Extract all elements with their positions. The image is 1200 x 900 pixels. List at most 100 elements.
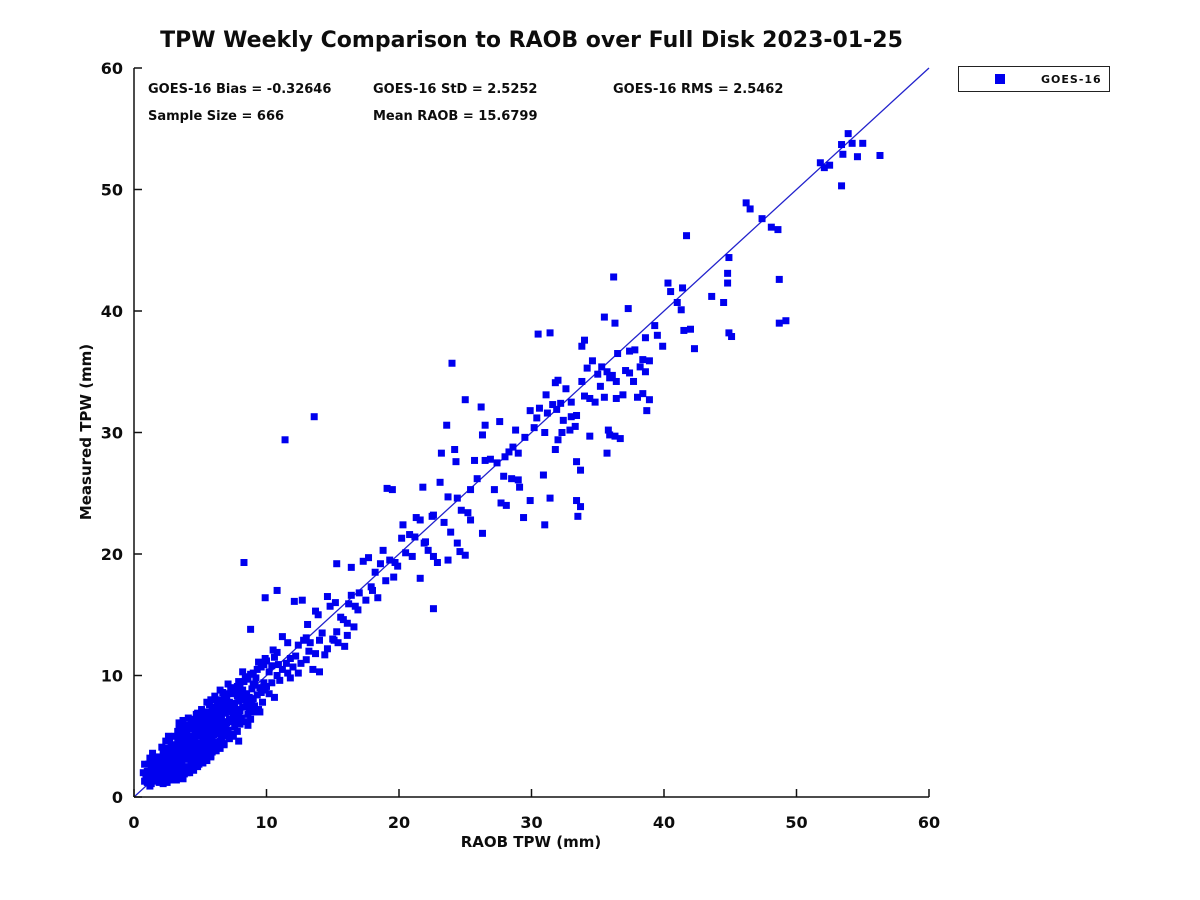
data-point bbox=[624, 305, 632, 313]
data-point bbox=[273, 672, 281, 679]
data-point bbox=[225, 735, 233, 743]
data-point bbox=[256, 708, 264, 716]
data-point bbox=[236, 681, 244, 689]
data-point bbox=[578, 377, 586, 385]
x-tick-label: 10 bbox=[255, 813, 277, 832]
data-point bbox=[535, 404, 543, 412]
data-point bbox=[636, 363, 644, 371]
data-point bbox=[198, 729, 206, 737]
data-point bbox=[252, 674, 260, 682]
data-point bbox=[182, 726, 190, 734]
data-point bbox=[223, 719, 231, 727]
data-point bbox=[171, 770, 179, 778]
data-point bbox=[345, 600, 353, 608]
data-point bbox=[240, 718, 248, 726]
data-point bbox=[172, 758, 180, 766]
data-point bbox=[526, 407, 534, 415]
data-point bbox=[546, 494, 554, 502]
data-point bbox=[265, 668, 273, 676]
data-point bbox=[853, 153, 861, 161]
data-point bbox=[210, 731, 217, 739]
data-point bbox=[514, 449, 522, 457]
data-point bbox=[273, 648, 281, 656]
data-point bbox=[211, 720, 219, 728]
data-point bbox=[239, 703, 247, 711]
data-point bbox=[611, 319, 619, 327]
data-point bbox=[586, 432, 594, 440]
data-point bbox=[390, 573, 398, 581]
data-point bbox=[354, 606, 362, 614]
data-point bbox=[639, 390, 647, 398]
data-point bbox=[542, 391, 550, 399]
data-point bbox=[211, 692, 219, 700]
data-point bbox=[347, 563, 355, 571]
data-point bbox=[659, 342, 667, 350]
data-point bbox=[297, 659, 305, 667]
data-point bbox=[249, 669, 257, 677]
data-point bbox=[282, 659, 290, 667]
data-point bbox=[574, 512, 582, 520]
data-point bbox=[600, 313, 608, 321]
data-point bbox=[467, 486, 475, 494]
data-point bbox=[645, 357, 653, 365]
data-point bbox=[265, 690, 273, 698]
data-point bbox=[386, 556, 394, 564]
data-point bbox=[178, 760, 186, 768]
data-point bbox=[339, 616, 347, 624]
data-point bbox=[223, 693, 231, 701]
data-point bbox=[212, 726, 220, 734]
data-point bbox=[614, 350, 622, 358]
data-point bbox=[775, 275, 783, 283]
data-point bbox=[292, 652, 300, 660]
data-point bbox=[724, 269, 732, 277]
data-point bbox=[429, 552, 437, 560]
data-point bbox=[478, 431, 486, 439]
data-point bbox=[500, 472, 508, 480]
data-point bbox=[184, 738, 192, 746]
data-point bbox=[541, 521, 549, 529]
data-point bbox=[583, 364, 591, 372]
data-point bbox=[270, 653, 278, 661]
data-point bbox=[437, 449, 445, 457]
data-point bbox=[471, 456, 479, 464]
data-point bbox=[859, 139, 867, 147]
data-point bbox=[212, 747, 220, 755]
data-point bbox=[240, 559, 248, 567]
data-point bbox=[284, 639, 292, 647]
data-point bbox=[448, 359, 456, 367]
data-point bbox=[191, 755, 199, 763]
y-tick-label: 0 bbox=[112, 788, 123, 807]
data-point bbox=[290, 597, 298, 605]
data-point bbox=[622, 367, 630, 375]
data-point bbox=[172, 744, 180, 752]
data-point bbox=[186, 721, 194, 729]
data-point bbox=[306, 639, 314, 647]
data-point bbox=[186, 765, 194, 773]
data-point bbox=[600, 393, 608, 401]
data-point bbox=[213, 713, 221, 721]
data-point bbox=[333, 628, 341, 636]
data-point bbox=[215, 730, 223, 738]
data-point bbox=[379, 546, 387, 554]
data-point bbox=[549, 401, 557, 409]
data-point bbox=[557, 399, 565, 407]
data-point bbox=[237, 714, 245, 722]
data-point bbox=[394, 562, 402, 570]
data-point bbox=[219, 729, 227, 737]
data-point bbox=[399, 521, 407, 529]
data-point bbox=[680, 326, 688, 334]
data-point bbox=[198, 732, 206, 740]
data-point bbox=[630, 377, 638, 385]
data-point bbox=[725, 254, 733, 262]
data-point bbox=[154, 759, 162, 767]
data-point bbox=[577, 503, 585, 511]
data-point bbox=[143, 767, 151, 775]
data-point bbox=[626, 369, 634, 377]
data-point bbox=[164, 732, 172, 740]
data-point bbox=[554, 436, 562, 444]
data-point bbox=[160, 763, 168, 771]
data-point bbox=[268, 679, 276, 687]
data-point bbox=[612, 394, 620, 402]
data-point bbox=[294, 669, 302, 677]
data-point bbox=[186, 769, 194, 777]
